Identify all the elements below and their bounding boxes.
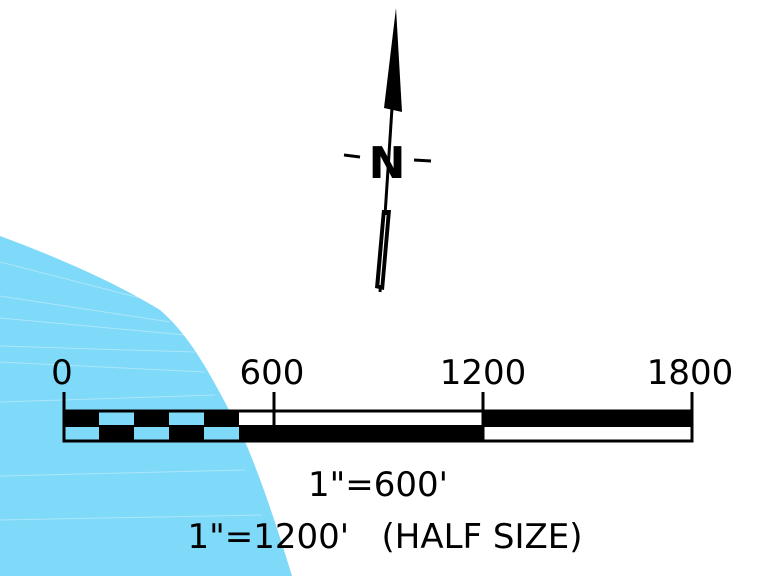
north-label: N — [369, 138, 406, 189]
water-hatch-lines — [0, 261, 263, 521]
north-arrow-tail-slit — [379, 214, 387, 286]
north-arrow-icon: N — [343, 8, 432, 293]
scale-tick-label: 600 — [240, 353, 305, 393]
scale-segment — [274, 426, 483, 441]
scale-tick-label: 0 — [51, 353, 73, 393]
scale-segment — [239, 426, 274, 441]
scale-segment — [204, 411, 239, 426]
scale-tick-label: 1200 — [440, 353, 527, 393]
north-arrow-head — [384, 8, 402, 112]
half-size-scale-text: 1"=1200' (HALF SIZE) — [187, 517, 582, 557]
scale-segment — [64, 411, 99, 426]
scale-segment — [134, 411, 169, 426]
scale-ratio-text: 1"=600' — [308, 465, 448, 505]
scale-bar: 0 600 1200 1800 — [51, 353, 734, 443]
scale-segment — [169, 426, 204, 441]
north-arrow-left-dash — [343, 153, 361, 159]
north-arrow-right-dash — [413, 158, 432, 163]
scale-segment — [483, 411, 692, 426]
scale-segment — [99, 426, 134, 441]
scale-tick-label: 1800 — [647, 353, 734, 393]
water-body — [0, 236, 292, 576]
